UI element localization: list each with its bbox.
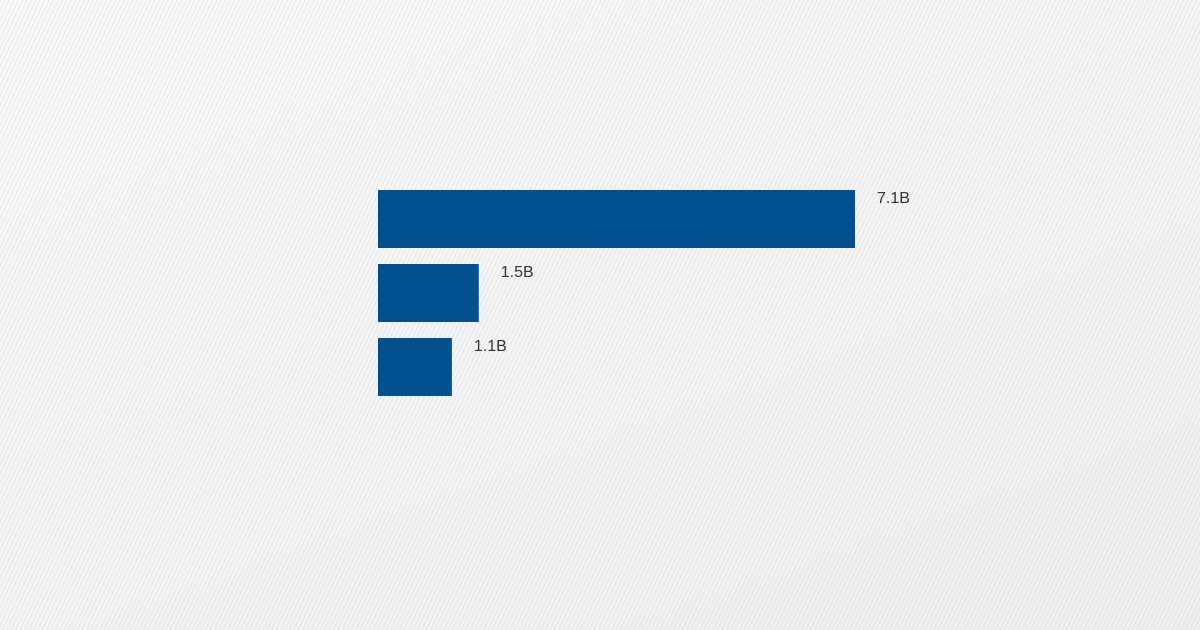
- value-label: 7.1B: [877, 190, 910, 207]
- value-label: 1.5B: [501, 264, 534, 281]
- bar: [378, 338, 452, 396]
- bar: [378, 190, 855, 248]
- value-label: 1.1B: [474, 338, 507, 355]
- bar: [378, 264, 479, 322]
